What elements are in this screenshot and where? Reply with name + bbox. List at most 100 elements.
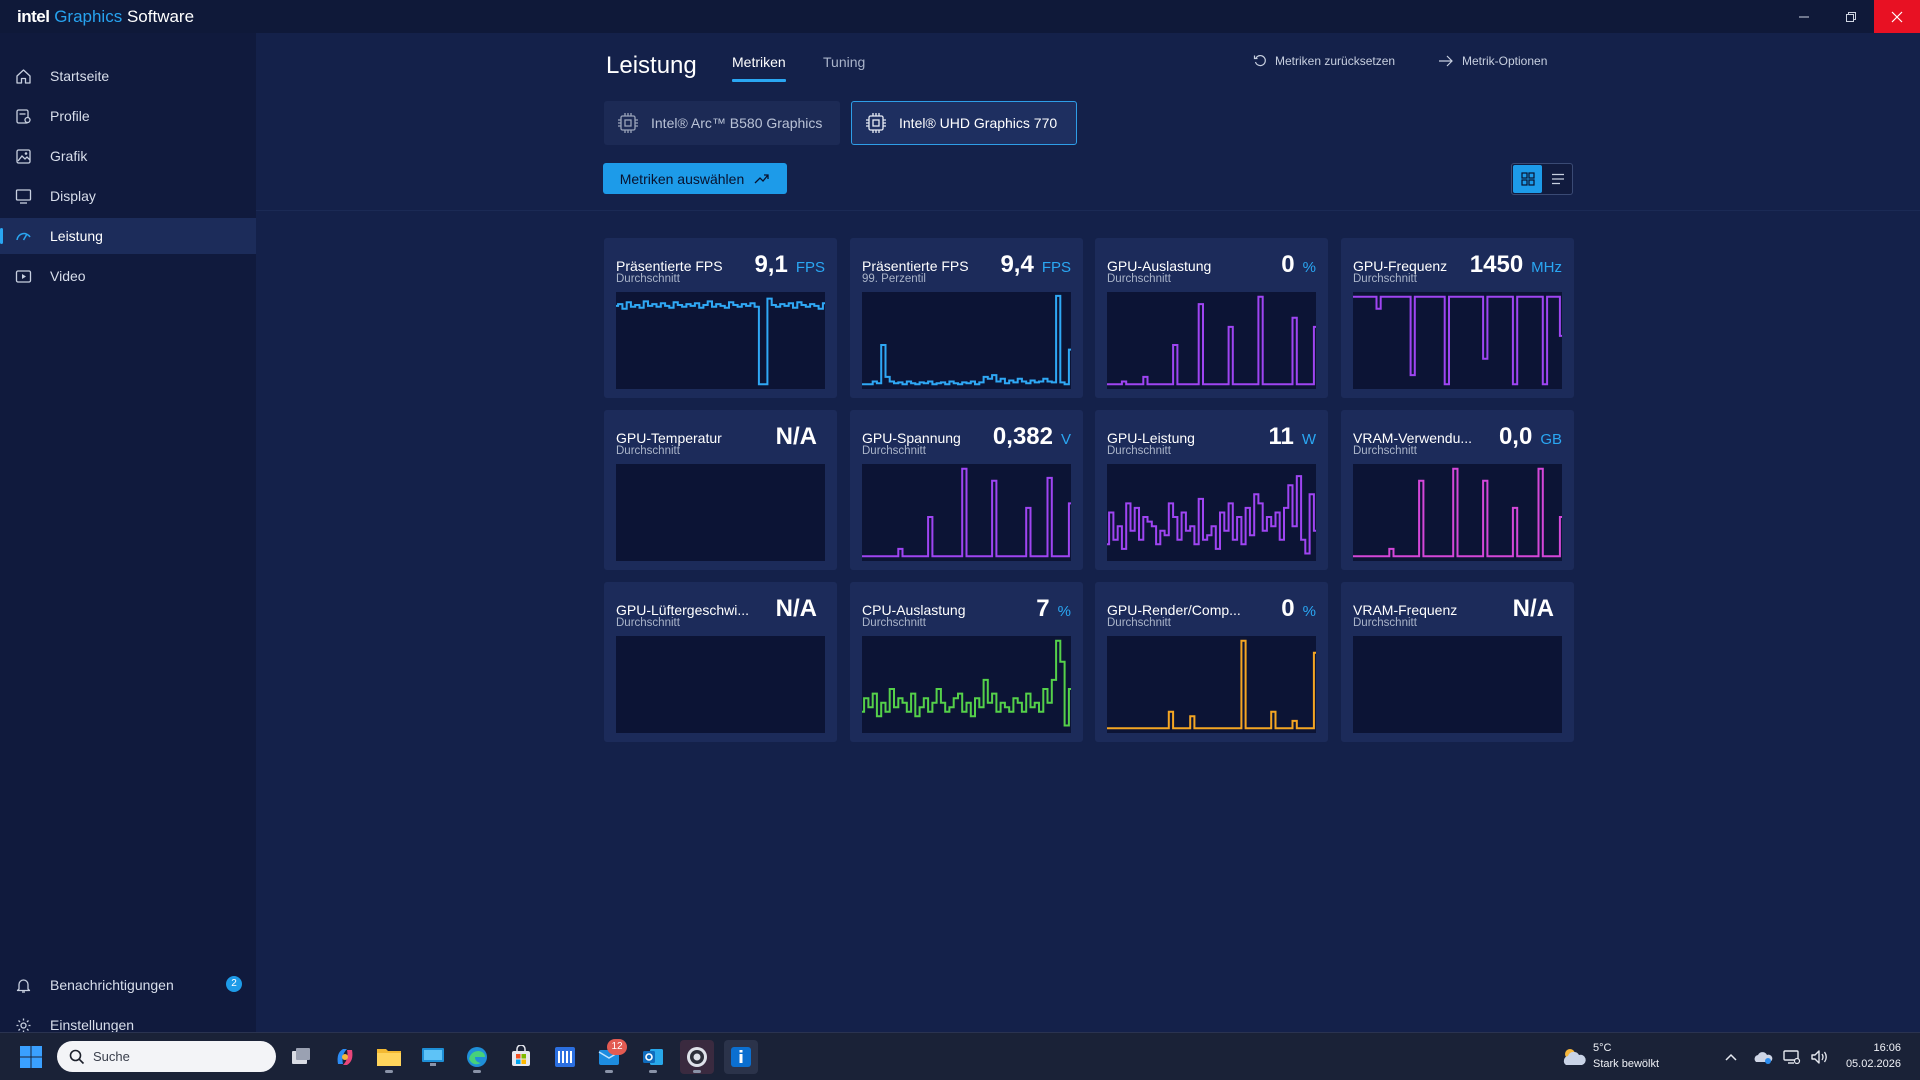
obs-button[interactable] (680, 1040, 714, 1074)
edge-button[interactable] (460, 1040, 494, 1074)
app-title-software: Software (126, 7, 195, 26)
restore-icon (1846, 11, 1856, 22)
minimize-button[interactable] (1781, 0, 1827, 33)
sidebar-item-label: Benachrichtigungen (50, 977, 174, 993)
metric-value-group: 0,0 GB (1499, 423, 1562, 451)
outlook-button[interactable] (636, 1040, 670, 1074)
list-icon (1551, 173, 1564, 185)
weather-cloud-icon (1563, 1049, 1586, 1065)
gear-icon (16, 1018, 31, 1033)
metric-card[interactable]: GPU-Leistung Durchschnitt 11 W (1095, 410, 1328, 570)
header-divider (256, 210, 1920, 211)
intel-graphics-taskbar-button[interactable] (724, 1040, 758, 1074)
reset-metrics-button[interactable]: Metriken zurücksetzen (1253, 54, 1395, 68)
metric-card[interactable]: VRAM-Frequenz Durchschnitt N/A (1341, 582, 1574, 742)
task-view-button[interactable] (284, 1040, 318, 1074)
grid-icon (1520, 172, 1535, 186)
remote-desktop-button[interactable] (416, 1040, 450, 1074)
metric-sparkline (616, 292, 825, 389)
profile-icon (16, 109, 31, 124)
sidebar-item-display[interactable]: Display (0, 178, 256, 214)
close-button[interactable] (1874, 0, 1920, 33)
metric-name: Präsentierte FPS (862, 258, 969, 274)
metric-card[interactable]: Präsentierte FPS Durchschnitt 9,1 FPS (604, 238, 837, 398)
sidebar-item-startseite[interactable]: Startseite (0, 58, 256, 94)
bell-icon (16, 979, 31, 993)
app-button[interactable] (548, 1040, 582, 1074)
list-view-button[interactable] (1543, 165, 1572, 193)
metric-card[interactable]: CPU-Auslastung Durchschnitt 7% (850, 582, 1083, 742)
sidebar-item-einstellungen[interactable]: Einstellungen (0, 1007, 256, 1043)
metric-sparkline (1107, 464, 1316, 561)
metric-name: GPU-Render/Comp... (1107, 602, 1241, 618)
metric-series-line (862, 294, 1071, 386)
metric-name: GPU-Leistung (1107, 430, 1195, 446)
home-icon (16, 69, 31, 84)
copilot-icon (337, 1049, 353, 1065)
windows-icon (20, 1046, 42, 1068)
select-metrics-button[interactable]: Metriken auswählen (603, 163, 787, 194)
metric-card[interactable]: GPU-Lüftergeschwi... Durchschnitt N/A (604, 582, 837, 742)
volume-icon[interactable] (1809, 1047, 1829, 1067)
metric-card[interactable]: GPU-Auslastung Durchschnitt 0% (1095, 238, 1328, 398)
file-explorer-button[interactable] (372, 1040, 406, 1074)
metric-value: 9,4 (1000, 251, 1034, 278)
monitor-icon (422, 1048, 444, 1066)
metric-value: 0 (1281, 251, 1295, 278)
metric-sparkline (1353, 292, 1562, 389)
start-button[interactable] (14, 1040, 48, 1074)
taskbar-search-input[interactable]: Suche (57, 1041, 276, 1072)
metric-value: 0 (1281, 595, 1295, 622)
onedrive-icon[interactable] (1753, 1047, 1773, 1067)
metric-series-line (862, 467, 1071, 558)
metric-unit: V (1060, 431, 1071, 448)
gpu-select-uhd-770[interactable]: Intel® UHD Graphics 770 (851, 101, 1077, 145)
sidebar-item-leistung[interactable]: Leistung (0, 218, 256, 254)
sidebar-item-grafik[interactable]: Grafik (0, 138, 256, 174)
sidebar: Startseite Profile Grafik Display Leistu… (0, 33, 256, 1033)
metric-value: N/A (1512, 595, 1554, 622)
folder-icon (377, 1049, 401, 1066)
performance-icon (16, 232, 31, 241)
metric-unit: % (1302, 259, 1316, 276)
sidebar-item-label: Video (50, 268, 86, 284)
network-icon[interactable] (1781, 1047, 1801, 1067)
tab-metriken[interactable]: Metriken (732, 54, 786, 82)
tab-tuning[interactable]: Tuning (823, 54, 866, 70)
copilot-button[interactable] (328, 1040, 362, 1074)
clock-time[interactable]: 16:06 (1873, 1042, 1901, 1054)
close-icon (1891, 11, 1903, 22)
metric-card[interactable]: GPU-Render/Comp... Durchschnitt 0% (1095, 582, 1328, 742)
metric-options-button[interactable]: Metrik-Optionen (1438, 54, 1547, 68)
video-icon (15, 270, 32, 283)
sidebar-item-label: Profile (50, 108, 90, 124)
metric-name: GPU-Frequenz (1353, 258, 1448, 274)
metric-card[interactable]: VRAM-Verwendu... Durchschnitt 0,0 GB (1341, 410, 1574, 570)
metric-card[interactable]: Präsentierte FPS 99. Perzentil 9,4 FPS (850, 238, 1083, 398)
restore-button[interactable] (1828, 0, 1874, 33)
gpu-select-arc-b580[interactable]: Intel® Arc™ B580 Graphics (604, 101, 840, 145)
mail-unread-badge: 12 (607, 1039, 627, 1055)
sidebar-item-profile[interactable]: Profile (0, 98, 256, 134)
metric-value-group: 9,4 FPS (1000, 251, 1071, 279)
metric-unit: % (1302, 603, 1316, 620)
clock-date[interactable]: 05.02.2026 (1845, 1058, 1901, 1070)
gpu-label: Intel® UHD Graphics 770 (899, 115, 1058, 131)
metric-aggregation: 99. Perzentil (862, 273, 926, 285)
store-button[interactable] (504, 1040, 538, 1074)
obs-icon (687, 1047, 707, 1067)
metric-aggregation: Durchschnitt (1353, 445, 1417, 457)
sidebar-item-benachrichtigungen[interactable]: Benachrichtigungen 2 (0, 967, 256, 1003)
metric-value-group: N/A (776, 423, 825, 451)
metric-aggregation: Durchschnitt (616, 445, 680, 457)
grid-view-button[interactable] (1513, 165, 1542, 193)
chevron-up-icon[interactable] (1721, 1047, 1741, 1067)
metric-card[interactable]: GPU-Temperatur Durchschnitt N/A (604, 410, 837, 570)
store-icon (512, 1045, 530, 1066)
weather-description: Stark bewölkt (1593, 1058, 1660, 1070)
metric-card[interactable]: GPU-Spannung Durchschnitt 0,382 V (850, 410, 1083, 570)
metric-value: 7 (1036, 595, 1050, 622)
sidebar-item-video[interactable]: Video (0, 258, 256, 294)
metric-card[interactable]: GPU-Frequenz Durchschnitt 1450 MHz (1341, 238, 1574, 398)
metric-name: GPU-Spannung (862, 430, 961, 446)
